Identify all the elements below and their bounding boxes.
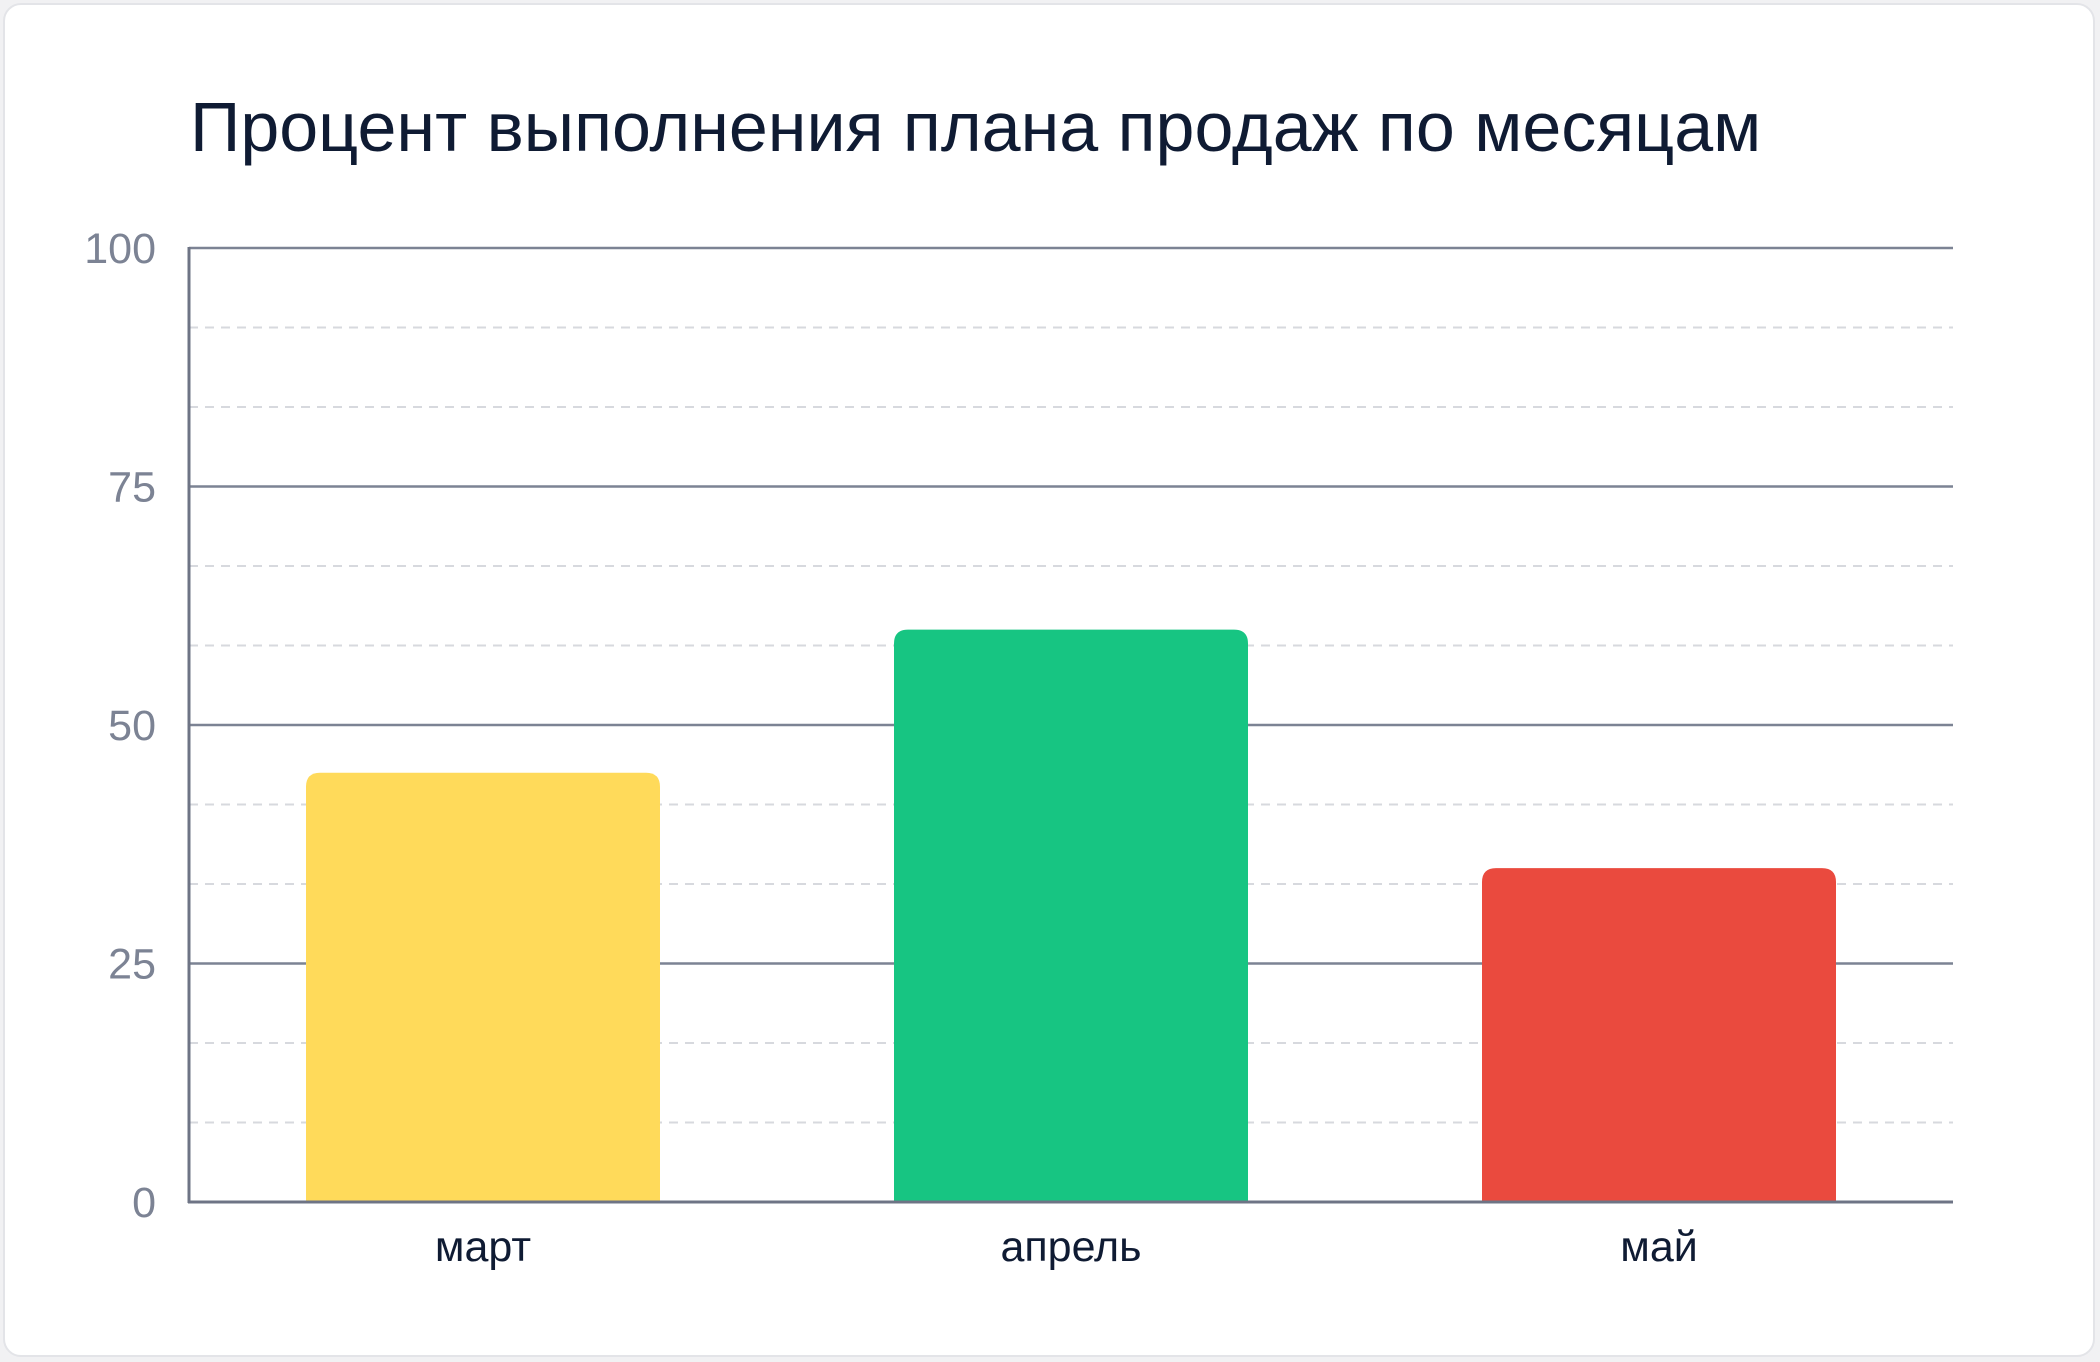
bars-layer	[306, 629, 1836, 1202]
axis-layer	[187, 247, 1953, 1204]
y-tick-label: 50	[108, 702, 156, 750]
y-tick-label: 0	[132, 1179, 156, 1227]
x-tick-label: май	[1620, 1223, 1698, 1271]
y-tick-label: 75	[108, 464, 156, 512]
bar-май	[1482, 868, 1836, 1202]
bar-март	[306, 772, 660, 1202]
y-tick-label: 100	[84, 225, 156, 273]
x-tick-label: март	[435, 1223, 531, 1271]
bar-апрель	[894, 629, 1248, 1202]
x-tick-label: апрель	[1000, 1223, 1141, 1271]
y-tick-label: 25	[108, 941, 156, 989]
labels-layer: 0 25 50 75 100 март апрель май	[84, 225, 1698, 1271]
chart-title: Процент выполнения плана продаж по месяц…	[190, 88, 1761, 166]
